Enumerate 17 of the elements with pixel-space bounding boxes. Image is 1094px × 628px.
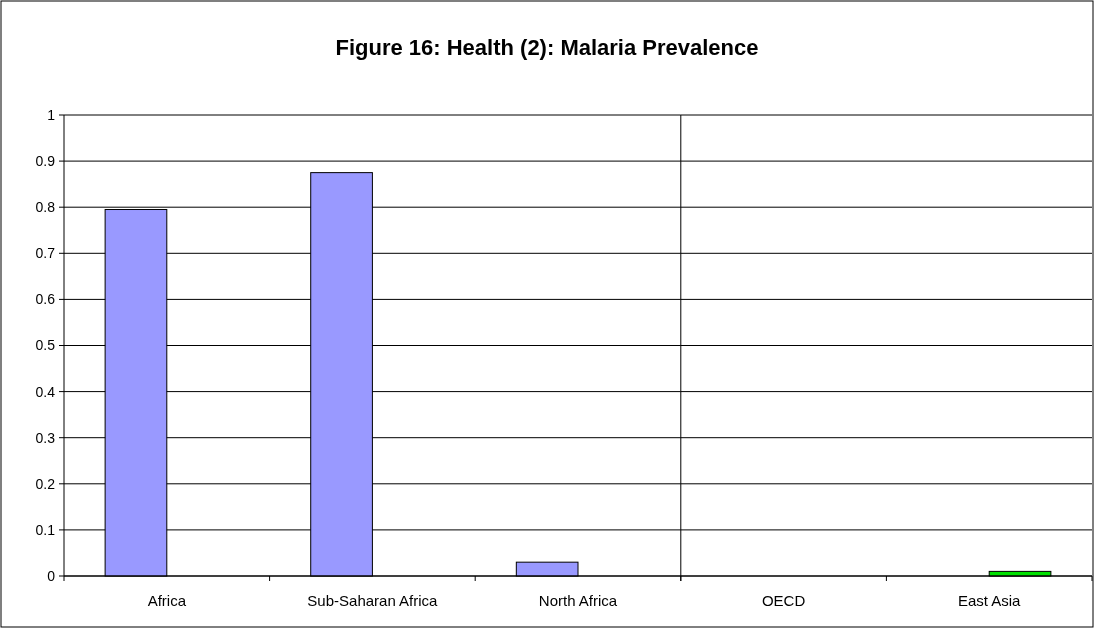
- y-tick-label: 0.3: [35, 429, 56, 446]
- y-tick-label: 0.9: [35, 153, 56, 169]
- y-tick-label: 0.6: [35, 291, 56, 308]
- x-tick-label: OECD: [761, 592, 806, 609]
- y-tick-label: 0.4: [35, 383, 56, 400]
- y-tick-label: 0.1: [35, 521, 56, 538]
- y-tick-label: 0.2: [35, 475, 56, 492]
- y-tick-label: 0.7: [35, 245, 56, 262]
- x-tick-label: Sub-Saharan Africa: [307, 592, 439, 609]
- x-tick-label: East Asia: [957, 592, 1022, 609]
- y-tick-label: 1: [47, 106, 56, 123]
- y-tick-label: 0.8: [35, 199, 56, 216]
- y-tick-label: 0.5: [35, 337, 56, 354]
- y-tick-label: 0: [47, 567, 56, 584]
- x-tick-label: Africa: [147, 592, 187, 609]
- x-tick-label: North Africa: [538, 592, 618, 609]
- chart-title: Figure 16: Health (2): Malaria Prevalence: [335, 35, 759, 60]
